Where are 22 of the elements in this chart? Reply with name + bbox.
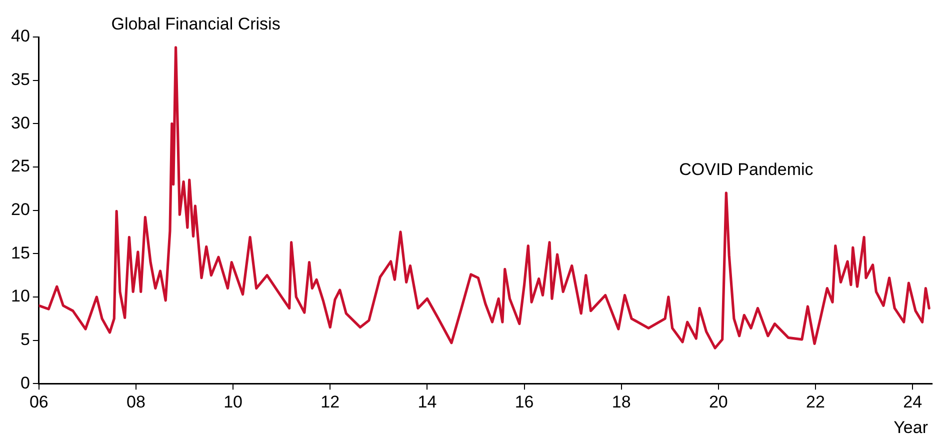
annotation: Global Financial Crisis [111,14,280,34]
y-tick-label: 35 [10,70,30,90]
x-tick-label: 08 [126,392,146,412]
y-tick-label: 15 [10,243,30,262]
x-tick-label: 20 [708,392,728,412]
x-tick-label: 16 [514,392,534,412]
y-tick-label: 20 [10,200,30,219]
x-tick-label: 14 [418,392,437,412]
x-tick-label: 10 [224,392,243,412]
y-tick-label: 10 [10,286,30,306]
x-tick-label: 18 [612,392,631,412]
y-tick-label: 5 [20,330,30,349]
annotation: COVID Pandemic [679,160,814,180]
x-tick-label: 06 [29,392,48,412]
y-tick-label: 0 [20,373,30,392]
x-axis-title: Year [894,418,928,438]
y-tick-label: 25 [10,156,30,176]
y-tick-label: 40 [10,26,30,46]
x-tick-label: 12 [320,392,340,412]
x-tick-label: 24 [903,392,922,412]
x-tick-label: 22 [806,392,825,412]
y-tick-label: 30 [10,113,30,132]
